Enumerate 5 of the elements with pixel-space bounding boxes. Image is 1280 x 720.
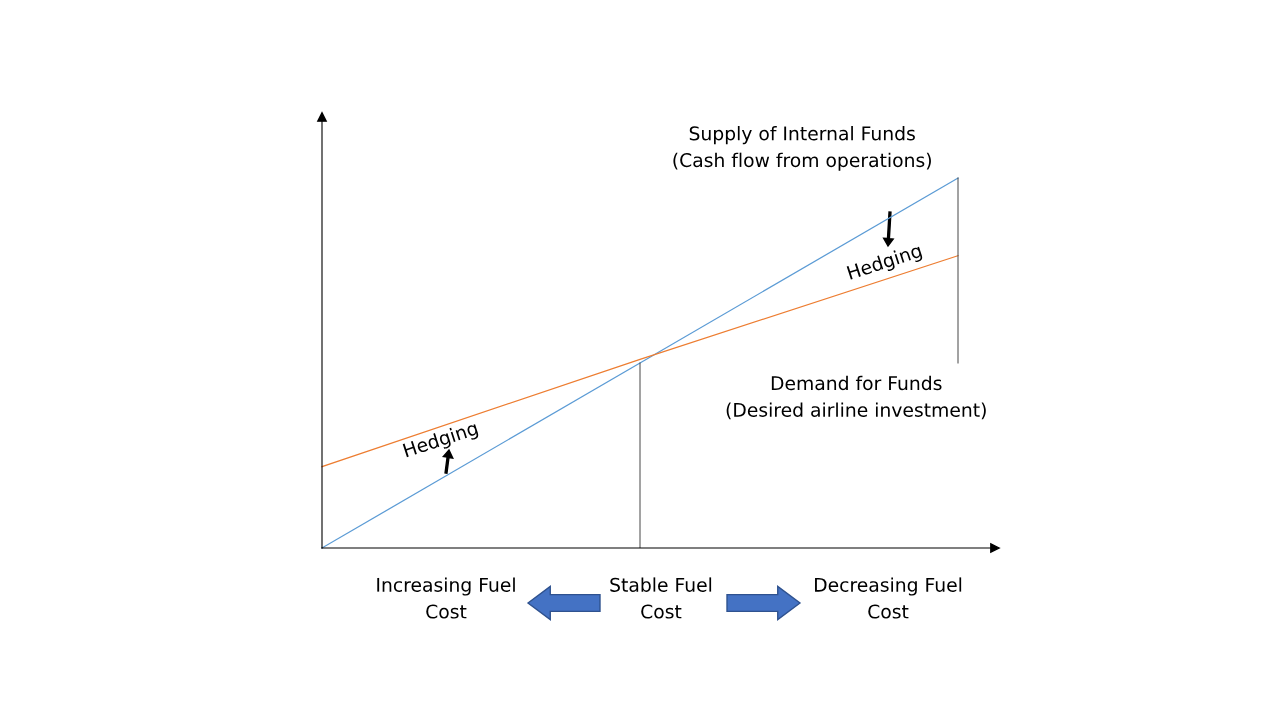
text: Decreasing Fuel Cost [815,577,962,619]
text: Increasing Fuel Cost [377,577,515,619]
text: Stable Fuel Cost [610,577,712,619]
text: Demand for Funds (Desired airline investment) [726,375,986,420]
series-label: Supply of Internal Funds (Cash flow from operations) [673,125,931,171]
